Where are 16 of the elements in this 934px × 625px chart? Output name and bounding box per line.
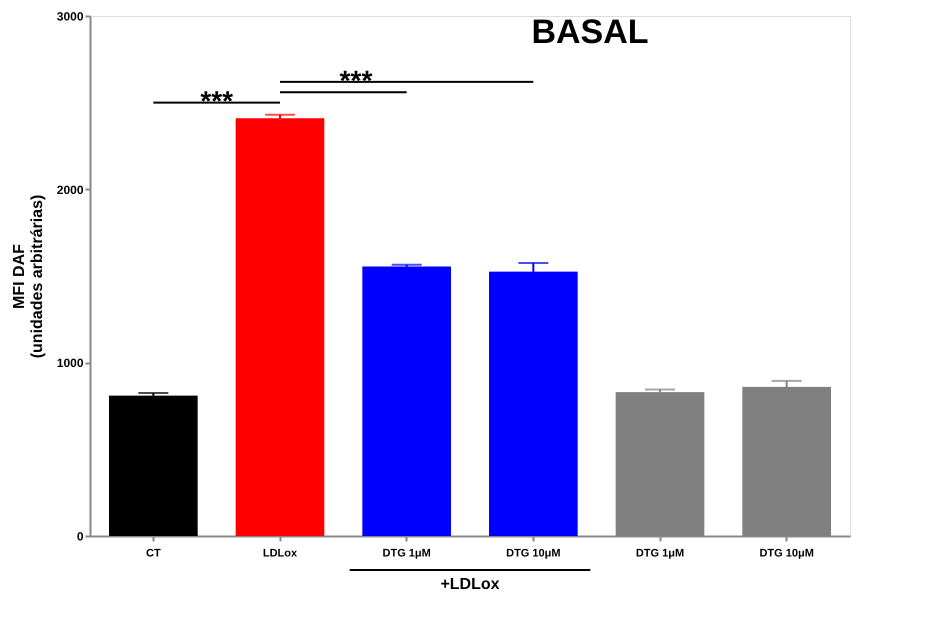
x-tick-label: DTG 1μM (382, 548, 431, 560)
chart-title: BASAL (531, 13, 649, 51)
y-tick-label: 2000 (56, 182, 84, 197)
bar (236, 118, 324, 536)
y-tick-label: 0 (76, 530, 84, 544)
x-tick-label: DTG 10μM (759, 548, 814, 560)
y-axis-title: MFI DAF (unidades arbitrárias) (10, 194, 46, 358)
text: +LDLox (440, 576, 500, 593)
x-tick-label: LDLox (262, 548, 298, 560)
x-tick-label: CT (146, 548, 161, 560)
annotation: *** (340, 64, 372, 96)
annotation: *** (200, 86, 234, 117)
x-tick-label: DTG 10μM (506, 548, 561, 560)
y-tick-label: 3000 (56, 10, 84, 24)
y-tick-label: 1000 (56, 356, 84, 370)
x-tick-label: DTG 1μM (636, 548, 684, 560)
